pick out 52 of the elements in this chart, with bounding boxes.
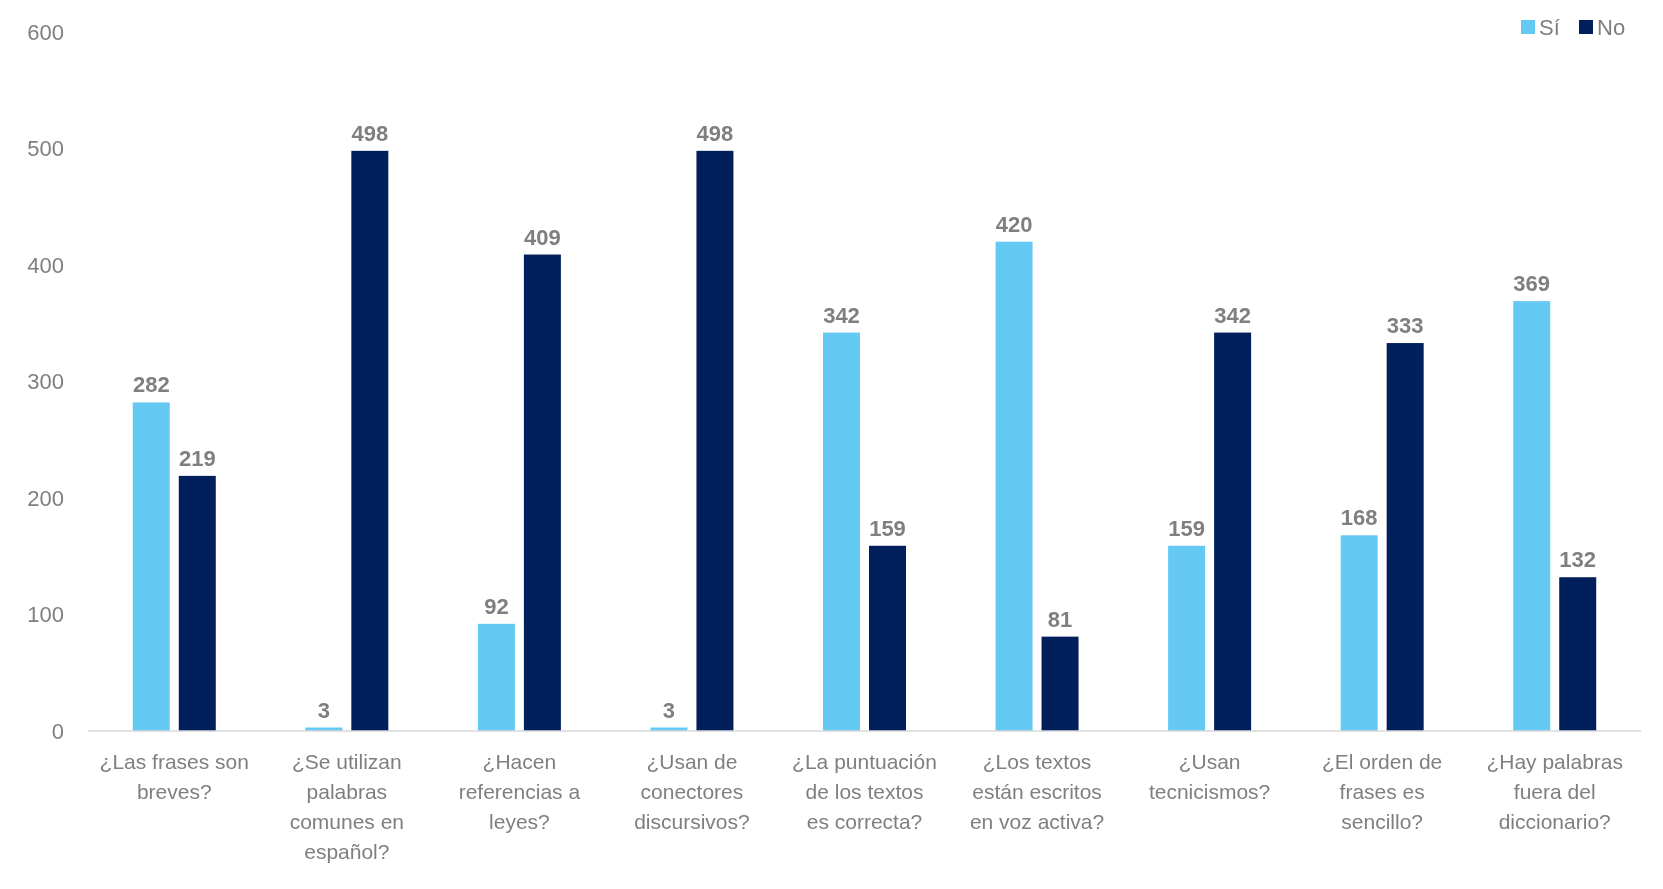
data-label: 333: [1386, 313, 1424, 339]
data-label: 92: [484, 593, 509, 619]
data-label: 282: [132, 372, 170, 398]
data-label: 342: [1214, 302, 1251, 328]
bar: [995, 241, 1033, 731]
x-tick-label: ¿La puntuación de los textos es correcta?: [792, 750, 937, 833]
bar: [523, 254, 561, 731]
data-label: 3: [317, 697, 330, 723]
bar: [132, 402, 170, 731]
y-tick-label: 600: [27, 19, 64, 45]
bar: [1559, 577, 1597, 731]
bar: [1041, 636, 1079, 731]
bar: [696, 150, 734, 731]
y-tick-label: 200: [27, 485, 64, 511]
x-tick-label: ¿Se utilizan palabras comunes en español?: [289, 750, 405, 863]
y-tick-label: 400: [27, 252, 64, 278]
legend-label: Sí: [1539, 14, 1560, 40]
x-tick-label: ¿Usan tecnicismos?: [1148, 750, 1271, 803]
x-tick-label: ¿Usan de conectores discursivos?: [634, 750, 750, 833]
y-tick-label: 500: [27, 136, 64, 162]
data-label: 168: [1340, 505, 1378, 531]
data-label: 219: [178, 445, 216, 471]
data-label: 81: [1047, 606, 1073, 632]
bar: [1168, 545, 1206, 731]
data-label: 3: [662, 697, 676, 723]
data-label: 342: [823, 302, 860, 328]
data-label: 409: [524, 224, 561, 250]
data-label: 159: [1168, 515, 1205, 541]
x-tick-label: ¿Las frases son breves?: [99, 750, 249, 803]
bar: [1513, 301, 1551, 731]
y-tick-label: 300: [27, 369, 64, 395]
data-label: 498: [696, 120, 734, 146]
data-label: 132: [1559, 547, 1597, 573]
bar: [1340, 535, 1378, 731]
x-tick-label: ¿Los textos están escritos en voz activa?: [969, 750, 1105, 833]
bar: [869, 545, 906, 731]
data-label: 159: [869, 515, 906, 541]
y-tick-label: 0: [51, 718, 64, 744]
legend-label: No: [1597, 14, 1626, 40]
y-tick-label: 100: [27, 602, 64, 628]
bar: [1386, 343, 1424, 731]
data-label: 420: [995, 211, 1033, 237]
x-tick-label: ¿Hay palabras fuera del diccionario?: [1486, 750, 1623, 833]
bar: [1214, 332, 1252, 731]
x-tick-label: ¿El orden de frases es sencillo?: [1322, 750, 1443, 833]
data-label: 498: [351, 120, 389, 146]
x-tick-label: ¿Hacen referencias a leyes?: [458, 750, 581, 833]
bar: [477, 623, 515, 731]
bar: [823, 332, 860, 731]
bar: [178, 475, 216, 731]
bar: [351, 150, 389, 731]
data-label: 369: [1513, 271, 1551, 297]
